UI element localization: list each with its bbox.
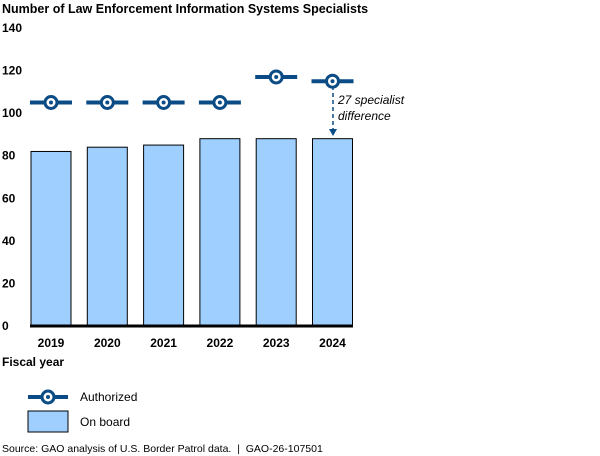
x-tick-label: 2024 <box>319 336 346 350</box>
bar-on-board-2022 <box>199 138 241 327</box>
y-tick-label: 100 <box>2 106 22 120</box>
bar-on-board-2020 <box>86 146 128 327</box>
x-axis-label: Fiscal year <box>2 355 64 369</box>
y-tick-label: 140 <box>2 21 22 35</box>
difference-arrowhead <box>329 129 337 136</box>
y-tick-label: 60 <box>2 191 16 205</box>
y-tick-label: 120 <box>2 64 22 78</box>
y-tick-label: 20 <box>2 276 16 290</box>
authorized-marker-dot <box>105 100 110 105</box>
bar-on-board-2019 <box>30 150 72 327</box>
x-tick-label: 2023 <box>263 336 290 350</box>
annotation-line-1: 27 specialist <box>337 93 405 107</box>
legend-onboard-label: On board <box>80 415 130 429</box>
annotation-line-2: difference <box>338 109 391 123</box>
legend-authorized-label: Authorized <box>80 390 137 404</box>
authorized-marker-dot <box>274 74 279 79</box>
y-tick-label: 0 <box>2 319 9 333</box>
x-tick-label: 2021 <box>150 336 177 350</box>
source-note: Source: GAO analysis of U.S. Border Patr… <box>2 443 323 455</box>
y-tick-label: 80 <box>2 149 16 163</box>
x-tick-label: 2020 <box>94 336 121 350</box>
bar-on-board-2023 <box>255 138 297 327</box>
authorized-marker-dot <box>330 79 335 84</box>
authorized-marker-dot <box>217 100 222 105</box>
authorized-marker-dot <box>49 100 53 105</box>
legend-onboard-swatch <box>27 410 69 433</box>
y-tick-label: 40 <box>2 234 16 248</box>
bar-on-board-2024 <box>312 138 353 327</box>
legend: Authorized On board <box>27 389 137 433</box>
x-tick-label: 2022 <box>207 336 234 350</box>
x-tick-label: 2019 <box>38 336 65 350</box>
bar-on-board-2021 <box>143 144 185 327</box>
chart-title: Number of Law Enforcement Information Sy… <box>2 2 368 16</box>
authorized-marker-dot <box>161 100 166 105</box>
